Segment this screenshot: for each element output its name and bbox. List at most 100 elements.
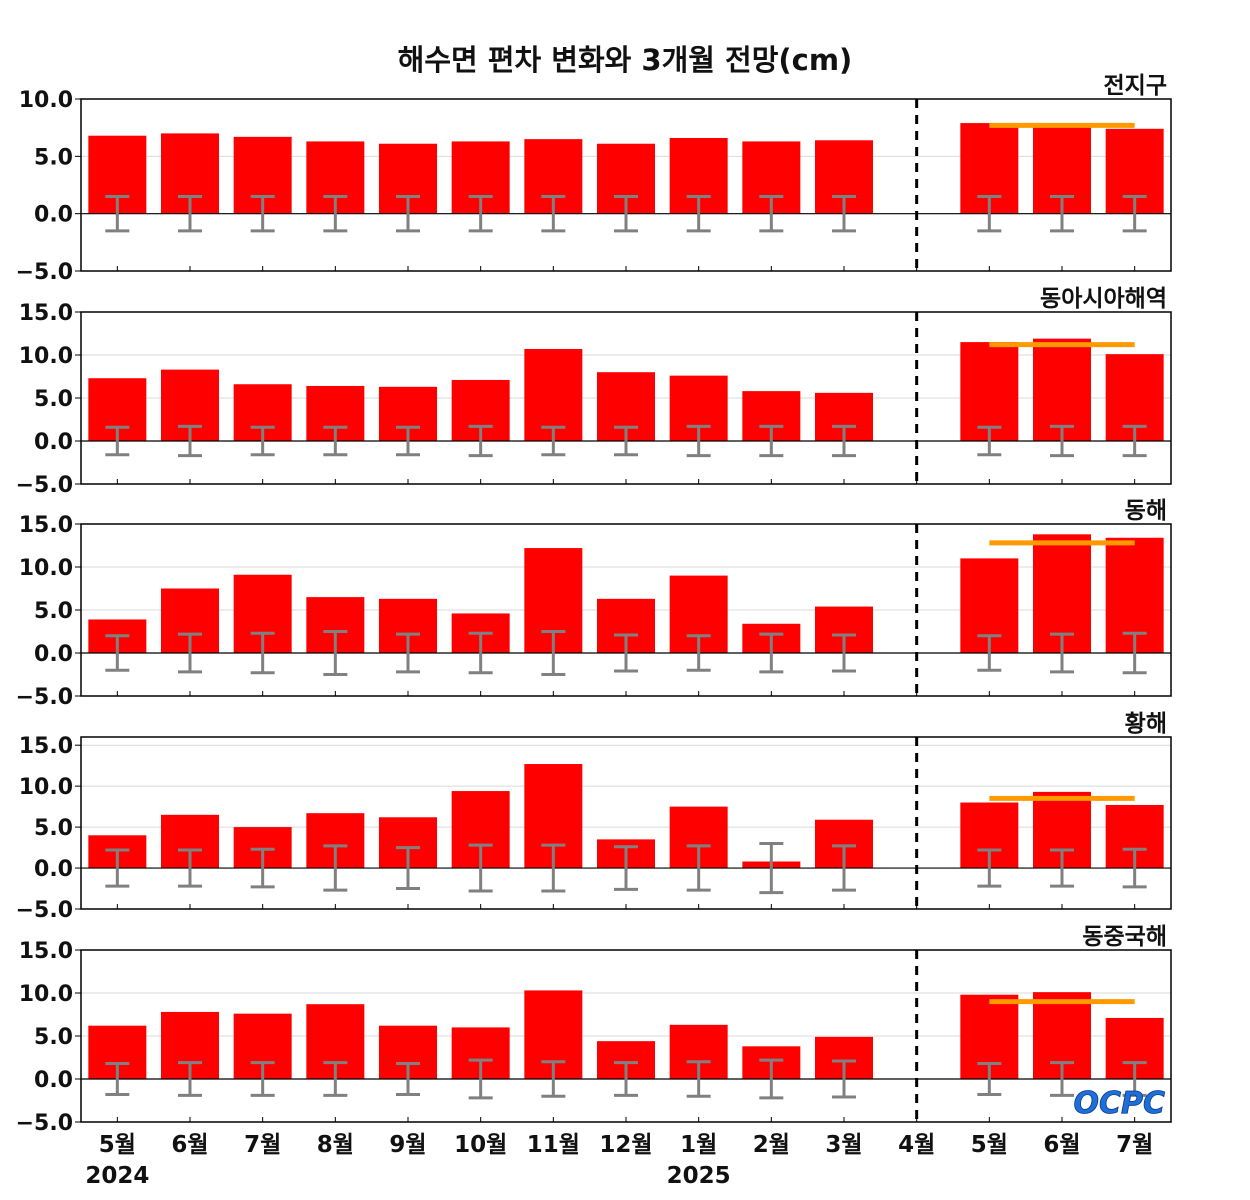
y-tick-label: 0.0 [34, 430, 73, 455]
error-bar [178, 1061, 202, 1097]
error-bar [541, 1060, 566, 1098]
error-bar [250, 847, 275, 889]
error-bar [1122, 631, 1147, 675]
error-bar [468, 843, 493, 893]
error-bar [832, 194, 856, 233]
error-bar [614, 194, 638, 233]
y-tick-label: 15.0 [19, 513, 73, 538]
panels-layer: 10.0 5.0 0.0 −5.0 전지구 15.0 10.0 5.0 0.0 −5.0 동아시아해… [16, 73, 1172, 1136]
region-label: 황해 [1125, 711, 1167, 737]
x-tick-label: 4월 [898, 1132, 935, 1158]
error-bar [759, 632, 784, 674]
error-bar [1050, 1061, 1074, 1097]
bar [524, 348, 583, 441]
panel-frame [80, 98, 1172, 272]
error-bar [686, 1060, 711, 1098]
error-bar [541, 630, 566, 676]
y-tick-label: 10.0 [19, 556, 73, 581]
y-tick-label: −5.0 [16, 898, 73, 923]
error-bar [614, 633, 638, 673]
error-bar [759, 1058, 784, 1100]
region-label: 동중국해 [1082, 924, 1167, 950]
chart-title: 해수면 편차 변화와 3개월 전망(cm) [398, 43, 853, 77]
x-tick-label: 8월 [317, 1132, 354, 1158]
y-tick-label: 0.0 [34, 1068, 73, 1093]
error-bar [105, 634, 130, 672]
panel-3: 15.0 10.0 5.0 0.0 −5.0 동해 [16, 498, 1172, 710]
error-bar [1050, 848, 1074, 888]
x-tick-label: 2월 [753, 1132, 790, 1158]
x-tick-label: 7월 [1116, 1132, 1153, 1158]
x-tick-label: 6월 [171, 1132, 208, 1158]
error-bar [396, 632, 420, 674]
error-bar [250, 194, 275, 233]
error-bar [178, 424, 202, 458]
x-tick-label: 11월 [527, 1132, 580, 1158]
y-tick-label: 0.0 [34, 642, 73, 667]
y-tick-label: −5.0 [16, 473, 73, 498]
y-tick-label: 5.0 [34, 1025, 73, 1050]
year-label: 2025 [667, 1163, 731, 1189]
error-bar [541, 425, 566, 457]
error-bar [396, 846, 420, 891]
error-bar [105, 848, 130, 888]
y-tick-label: 10.0 [19, 344, 73, 369]
error-bar [832, 424, 856, 458]
error-bar [1122, 194, 1147, 233]
panel-2: 15.0 10.0 5.0 0.0 −5.0 동아시아해역 [16, 286, 1172, 498]
error-bar [1122, 424, 1147, 458]
error-bar [323, 194, 348, 233]
error-bar [759, 424, 784, 458]
error-bar [832, 1059, 856, 1099]
error-bar [323, 844, 348, 892]
error-bar [541, 843, 566, 893]
error-bar [105, 194, 130, 233]
error-bar [1050, 424, 1074, 458]
error-bar [396, 1062, 420, 1096]
x-tick-label: 3월 [825, 1132, 862, 1158]
error-bar [977, 194, 1002, 233]
error-bar [396, 194, 420, 233]
y-tick-label: −5.0 [16, 1111, 73, 1136]
error-bar [977, 848, 1002, 888]
error-bar [614, 845, 638, 891]
y-tick-label: 15.0 [19, 939, 73, 964]
error-bar [977, 1062, 1002, 1096]
error-bar [614, 425, 638, 457]
error-bar [1050, 194, 1074, 233]
error-bar [686, 424, 711, 458]
ocpc-logo: OCPC [1073, 1086, 1165, 1121]
error-bar [468, 631, 493, 675]
y-tick-label: −5.0 [16, 685, 73, 710]
error-bar [1050, 632, 1074, 674]
error-bar [323, 630, 348, 676]
error-bar [178, 194, 202, 233]
error-bar [614, 1061, 638, 1097]
error-bar [323, 1061, 348, 1097]
error-bar [250, 631, 275, 675]
error-bar [468, 1058, 493, 1100]
y-tick-label: −5.0 [16, 260, 73, 285]
y-tick-label: 15.0 [19, 301, 73, 326]
bar [1033, 338, 1091, 441]
y-tick-label: 0.0 [34, 857, 73, 882]
error-bar [759, 194, 784, 233]
panel-5: 15.0 10.0 5.0 0.0 −5.0 동중국해 [16, 924, 1172, 1136]
x-tick-label: 6월 [1043, 1132, 1080, 1158]
error-bar [250, 425, 275, 457]
y-tick-label: 10.0 [19, 88, 73, 113]
x-tick-label: 1월 [680, 1132, 717, 1158]
error-bar [541, 194, 566, 233]
error-bar [686, 194, 711, 233]
error-bar [977, 634, 1002, 672]
y-tick-label: 0.0 [34, 203, 73, 228]
error-bar [832, 844, 856, 892]
year-label: 2024 [85, 1163, 149, 1189]
error-bar [396, 425, 420, 457]
x-tick-label: 5월 [99, 1132, 136, 1158]
panel-4: 15.0 10.0 5.0 0.0 −5.0 황해 [16, 711, 1172, 923]
y-tick-label: 5.0 [34, 816, 73, 841]
bar [960, 342, 1019, 441]
region-label: 전지구 [1104, 73, 1167, 99]
